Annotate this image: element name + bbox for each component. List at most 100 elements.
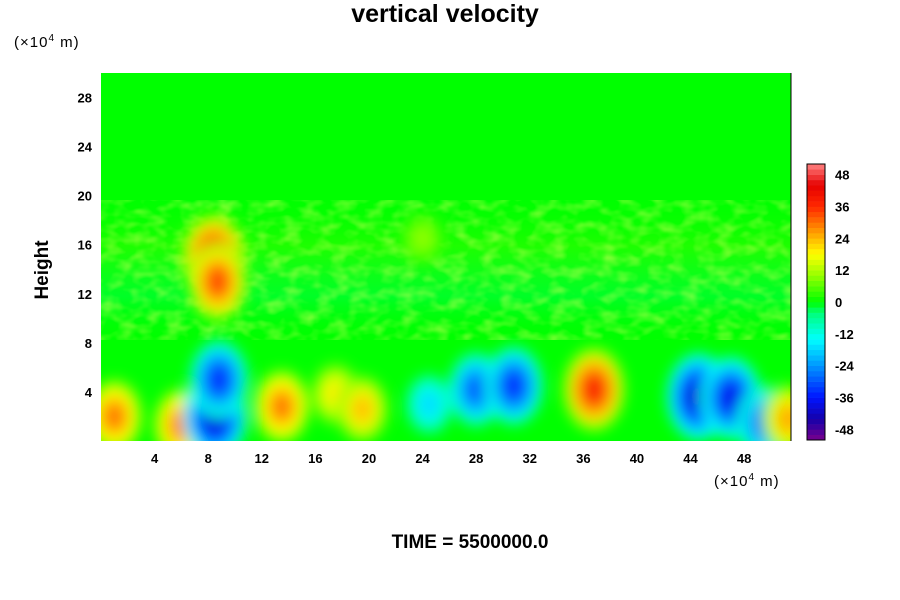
colorbar-band [807, 317, 825, 324]
y-tick-label: 12 [78, 287, 92, 302]
colorbar-tick-label: -12 [835, 327, 854, 342]
colorbar-band [807, 408, 825, 414]
colorbar-band [807, 190, 825, 197]
y-tick-label: 20 [78, 189, 92, 204]
velocity-cell-18 [401, 213, 444, 264]
colorbar-band [807, 355, 825, 361]
colorbar-band [807, 333, 825, 340]
x-tick-label: 48 [737, 451, 751, 466]
colorbar-band [807, 302, 825, 308]
colorbar-band [807, 195, 825, 202]
colorbar-band [807, 392, 825, 398]
velocity-cell-17 [762, 384, 791, 441]
colorbar-band [807, 185, 825, 191]
colorbar-band [807, 270, 825, 276]
y-tick-label: 4 [85, 385, 93, 400]
velocity-cell-6 [188, 242, 247, 321]
colorbar-band [807, 371, 825, 377]
velocity-cell-1 [101, 380, 142, 441]
x-tick-label: 36 [576, 451, 590, 466]
colorbar-band [807, 291, 825, 297]
colorbar-frame [806, 163, 826, 441]
colorbar-band [807, 259, 825, 266]
colorbar-band [807, 397, 825, 404]
colorbar-band [807, 238, 825, 244]
velocity-cell-12 [484, 347, 543, 425]
colorbar-band [807, 243, 825, 250]
colorbar-band [807, 349, 825, 356]
x-tick-label: 44 [683, 451, 698, 466]
colorbar-band [807, 169, 825, 175]
colorbar-band [807, 360, 825, 366]
colorbar-band [807, 312, 825, 319]
y-axis-ticks: 4 8 12 16 20 24 28 [78, 91, 93, 400]
colorbar-band [807, 286, 825, 292]
colorbar-tick-label: 0 [835, 295, 842, 310]
velocity-cell-4 [190, 341, 248, 419]
colorbar-tick-label: 12 [835, 263, 849, 278]
x-tick-label: 16 [308, 451, 322, 466]
colorbar-band [807, 264, 825, 271]
colorbar-tick-label: -36 [835, 391, 854, 406]
velocity-cell-13 [563, 348, 625, 431]
x-axis-unit: (×104 m) [714, 472, 780, 490]
y-tick-label: 28 [78, 91, 92, 106]
colorbar-band [807, 429, 825, 435]
colorbar-band [807, 201, 825, 207]
colorbar-band [807, 164, 825, 170]
x-tick-label: 8 [205, 451, 212, 466]
colorbar-tick-label: -24 [835, 359, 855, 374]
colorbar-band [807, 339, 825, 345]
colorbar-tick-label: 36 [835, 199, 849, 214]
colorbar-band [807, 280, 825, 287]
velocity-cell-9 [336, 376, 388, 441]
colorbar-band [807, 275, 825, 282]
colorbar-band [807, 418, 825, 425]
colorbar-band [807, 344, 825, 351]
colorbar-band [807, 222, 825, 228]
colorbar-band [807, 328, 825, 335]
x-axis-ticks: 4 8 12 16 20 24 28 32 36 40 44 48 [151, 451, 751, 466]
colorbar-band [807, 217, 825, 223]
colorbar-band [807, 424, 825, 430]
velocity-cell-7 [254, 370, 310, 441]
time-label: TIME = 5500000.0 [391, 532, 549, 553]
y-tick-label: 24 [78, 140, 93, 155]
y-axis-unit: (×104 m) [14, 33, 80, 51]
colorbar-band [807, 227, 825, 234]
x-tick-label: 40 [630, 451, 644, 466]
colorbar-band [807, 206, 825, 213]
colorbar-band [807, 296, 825, 303]
x-tick-label: 28 [469, 451, 483, 466]
velocity-cell-10 [405, 374, 453, 434]
colorbar-tick-label: -48 [835, 422, 854, 437]
x-tick-label: 20 [362, 451, 376, 466]
colorbar-band [807, 254, 825, 260]
plot-area [101, 73, 792, 441]
colorbar-band [807, 402, 825, 409]
colorbar-band [807, 307, 825, 313]
chart-title: vertical velocity [351, 0, 539, 28]
colorbar-tick-label: 24 [835, 231, 850, 246]
colorbar-band [807, 381, 825, 388]
colorbar-tick-label: 48 [835, 168, 849, 183]
colorbar-band [807, 386, 825, 393]
colorbar-band [807, 434, 825, 441]
colorbar: 48 36 24 12 0 -12 -24 -36 -48 [806, 163, 855, 441]
x-tick-label: 12 [255, 451, 269, 466]
colorbar-band [807, 323, 825, 329]
colorbar-band [807, 233, 825, 239]
x-tick-label: 4 [151, 451, 159, 466]
x-tick-label: 24 [415, 451, 430, 466]
colorbar-band [807, 376, 825, 382]
colorbar-band [807, 248, 825, 255]
colorbar-band [807, 413, 825, 420]
colorbar-band [807, 174, 825, 181]
colorbar-band [807, 365, 825, 372]
y-tick-label: 8 [85, 336, 92, 351]
velocity-cell-15 [700, 357, 761, 439]
x-tick-label: 32 [523, 451, 537, 466]
colorbar-band [807, 211, 825, 218]
colorbar-band [807, 179, 825, 186]
